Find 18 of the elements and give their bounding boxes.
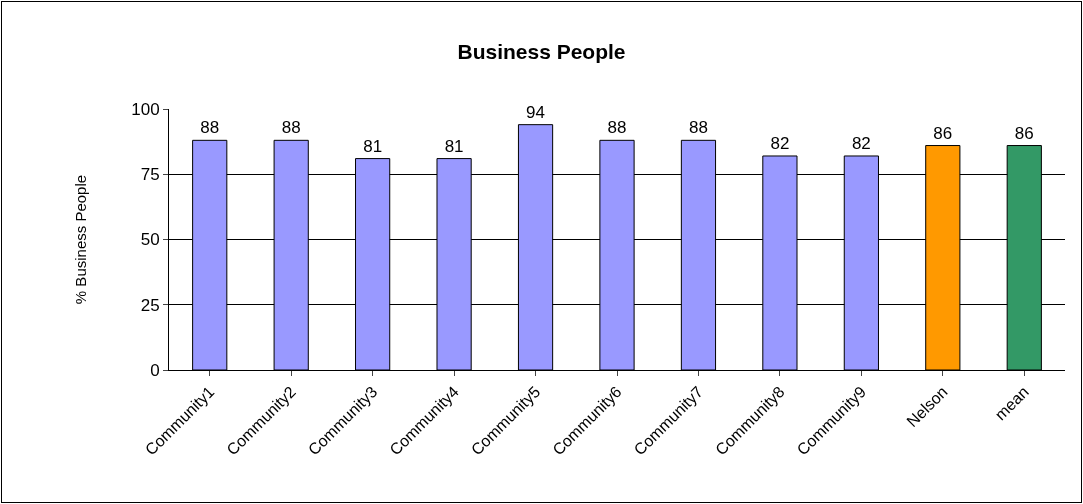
- data-label: 81: [363, 136, 383, 156]
- data-label: 94: [526, 102, 546, 122]
- data-label: 88: [200, 118, 220, 138]
- y-tick-label: 0: [150, 360, 160, 380]
- y-tick-label: 75: [140, 165, 160, 185]
- data-label: 88: [607, 118, 627, 138]
- y-axis-title: % Business People: [72, 174, 90, 305]
- data-label: 82: [851, 133, 871, 153]
- data-label: 88: [688, 118, 708, 138]
- y-tick-label: 50: [140, 230, 160, 250]
- data-label: 81: [444, 136, 464, 156]
- y-tick-label: 100: [131, 99, 160, 119]
- y-tick-label: 25: [140, 295, 160, 315]
- data-label: 88: [281, 118, 301, 138]
- data-label: 86: [1014, 123, 1034, 143]
- data-label: 86: [933, 123, 953, 143]
- chart-title: Business People: [457, 40, 626, 64]
- data-label: 82: [770, 133, 790, 153]
